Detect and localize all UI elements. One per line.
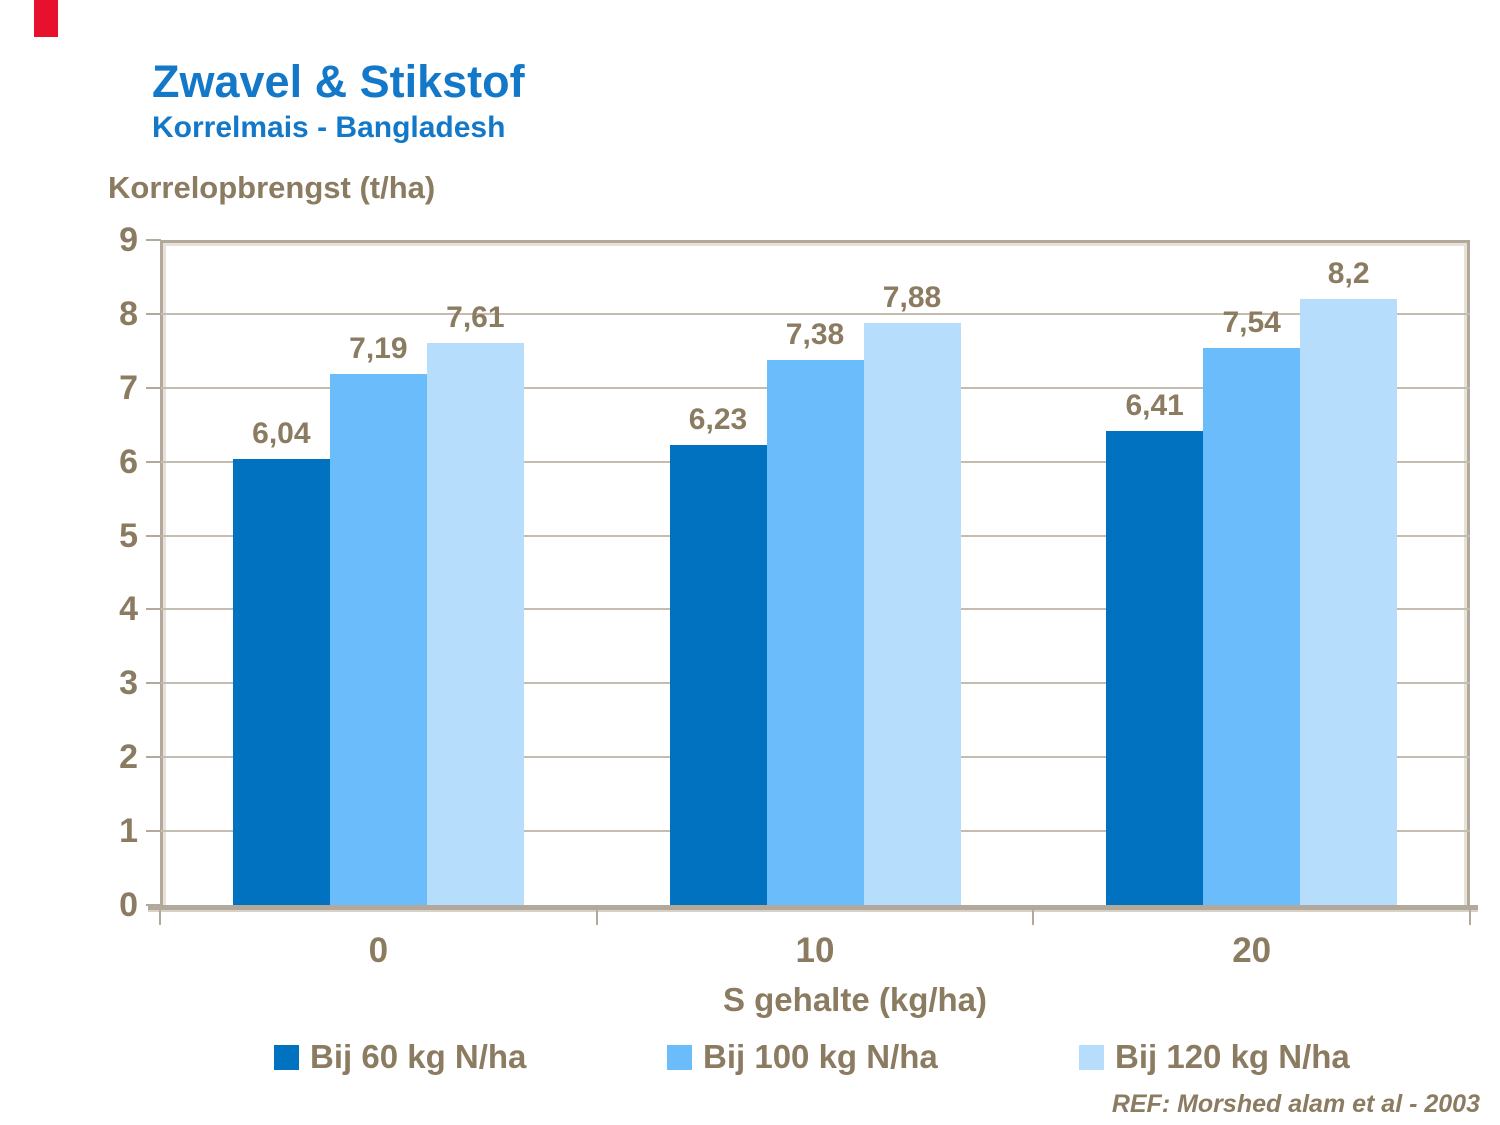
bar-Bij 100 kg N/ha-20	[1203, 347, 1301, 905]
y-axis-tick	[146, 682, 161, 685]
y-axis-tick	[146, 608, 161, 611]
x-category-label: 10	[795, 931, 835, 970]
bar-value-label: 8,2	[1327, 257, 1370, 291]
legend-swatch	[274, 1044, 299, 1070]
y-axis-tick-label: 4	[119, 590, 138, 629]
reference-text: REF: Morshed alam et al - 2003	[1111, 1090, 1480, 1118]
chart-main-title: Zwavel & Stikstof	[152, 56, 525, 107]
bar-Bij 60 kg N/ha-0	[232, 458, 330, 905]
y-axis-tick-label: 9	[119, 221, 138, 259]
legend-label: Bij 120 kg N/ha	[1115, 1038, 1350, 1075]
y-axis-tick	[146, 534, 161, 537]
bar-Bij 60 kg N/ha-20	[1106, 431, 1204, 905]
x-axis-tick	[159, 906, 161, 925]
bar-value-label: 6,04	[252, 416, 311, 450]
gridline	[160, 312, 1470, 315]
y-axis-tick-label: 1	[119, 812, 138, 851]
chart-subtitle: Korrelmais - Bangladesh	[152, 111, 506, 144]
y-axis-tick	[146, 830, 161, 833]
bar-Bij 120 kg N/ha-0	[426, 342, 524, 905]
y-axis-tick	[146, 312, 161, 315]
legend-item: Bij 60 kg N/ha	[274, 1038, 527, 1075]
y-axis-tick	[146, 239, 161, 241]
bar-Bij 100 kg N/ha-10	[766, 359, 864, 905]
y-axis-title: Korrelopbrengst (t/ha)	[108, 170, 436, 205]
x-axis-title: S gehalte (kg/ha)	[722, 981, 988, 1018]
x-axis-tick	[1469, 906, 1471, 925]
legend-swatch	[667, 1044, 692, 1070]
x-category-label: 20	[1232, 931, 1272, 970]
legend-item: Bij 120 kg N/ha	[1079, 1038, 1350, 1075]
red-marker-decoration	[34, 0, 58, 37]
x-axis-tick	[595, 906, 598, 925]
bar-value-label: 6,41	[1125, 389, 1184, 423]
y-axis-tick	[146, 386, 161, 389]
legend-swatch	[1079, 1044, 1104, 1070]
bar-value-label: 7,88	[882, 280, 942, 314]
x-axis-tick	[1032, 906, 1035, 925]
x-category-label: 0	[368, 931, 389, 970]
bar-Bij 120 kg N/ha-20	[1300, 299, 1398, 905]
y-axis-tick	[146, 460, 161, 463]
bar-Bij 100 kg N/ha-0	[329, 373, 427, 905]
bar-value-label: 7,38	[785, 317, 845, 351]
bar-value-label: 7,54	[1222, 305, 1281, 339]
y-axis-tick	[146, 904, 161, 906]
y-axis-tick-label: 0	[119, 886, 138, 924]
y-axis-tick-label: 3	[119, 664, 138, 703]
y-axis-tick-label: 5	[119, 516, 138, 555]
y-axis-tick	[146, 756, 161, 759]
y-axis-tick-label: 2	[119, 738, 138, 777]
legend-label: Bij 60 kg N/ha	[310, 1038, 527, 1075]
bar-value-label: 7,19	[349, 331, 408, 365]
y-axis-tick-label: 8	[119, 294, 138, 333]
bar-Bij 120 kg N/ha-10	[863, 322, 961, 905]
y-axis-tick-label: 7	[119, 368, 138, 407]
x-axis-line	[148, 905, 1478, 912]
bar-Bij 60 kg N/ha-10	[669, 444, 767, 905]
y-axis-tick-label: 6	[119, 442, 138, 481]
legend-label: Bij 100 kg N/ha	[703, 1038, 938, 1075]
legend-item: Bij 100 kg N/ha	[667, 1038, 938, 1075]
bar-value-label: 7,61	[446, 300, 505, 334]
bar-value-label: 6,23	[688, 402, 748, 436]
